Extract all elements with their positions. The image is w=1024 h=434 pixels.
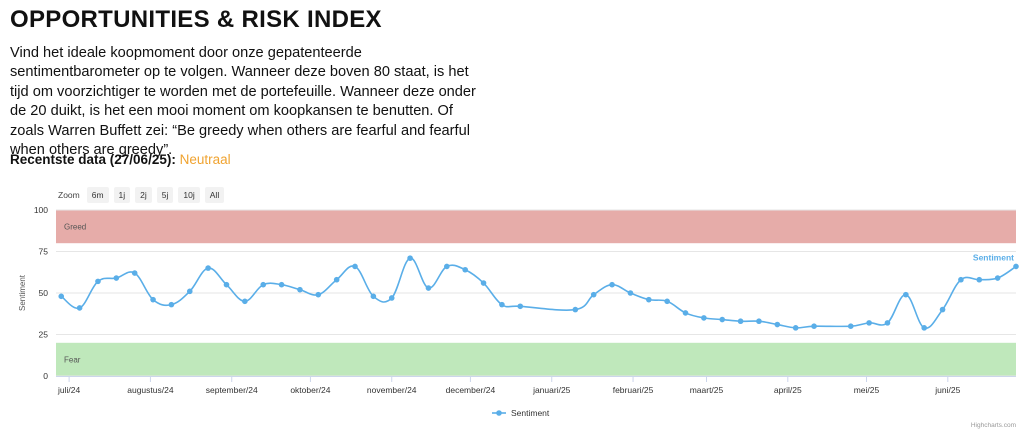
data-point: [278, 281, 285, 288]
data-point: [95, 278, 101, 285]
data-point: [847, 323, 854, 330]
data-point: [517, 303, 524, 310]
data-point: [444, 263, 450, 270]
zoom-button-6m[interactable]: 6m: [86, 186, 109, 203]
data-point: [131, 270, 138, 276]
data-point: [645, 296, 652, 303]
x-tick-label: maart/25: [690, 385, 724, 395]
recent-data: Recentste data (27/06/25): Neutraal: [10, 152, 231, 167]
band-greed: [56, 210, 1016, 244]
y-tick-label: 50: [39, 288, 49, 298]
data-point: [994, 275, 1001, 281]
data-point: [297, 286, 303, 293]
data-point: [480, 280, 487, 286]
y-tick-label: 0: [43, 371, 48, 381]
y-tick-label: 100: [34, 205, 48, 215]
data-point: [976, 276, 983, 283]
data-point: [866, 320, 872, 326]
data-point: [205, 265, 211, 271]
x-tick-label: augustus/24: [127, 385, 174, 395]
data-point: [150, 296, 156, 303]
x-tick-label: september/24: [206, 385, 258, 395]
data-point: [186, 288, 193, 295]
x-tick-label: november/24: [367, 385, 417, 395]
band-label-fear: Fear: [64, 355, 81, 364]
legend-marker: [496, 410, 502, 416]
data-point: [388, 295, 395, 301]
data-point: [572, 306, 579, 313]
y-tick-label: 75: [39, 247, 49, 257]
data-point: [939, 306, 946, 313]
data-point: [76, 305, 83, 311]
x-tick-label: juli/24: [57, 385, 80, 395]
data-point: [370, 293, 377, 300]
x-tick-label: mei/25: [854, 385, 880, 395]
series-end-label: Sentiment: [973, 252, 1014, 262]
data-point: [682, 310, 689, 316]
data-point: [921, 325, 927, 331]
data-point: [719, 316, 726, 323]
data-point: [352, 263, 358, 270]
data-point: [609, 281, 615, 288]
highcharts-credit[interactable]: Highcharts.com: [970, 422, 1016, 429]
data-point: [223, 281, 230, 288]
data-point: [499, 301, 505, 308]
zoom-button-2j[interactable]: 2j: [135, 186, 152, 203]
y-tick-label: 25: [39, 330, 49, 340]
data-point: [407, 255, 413, 261]
zoom-button-all[interactable]: All: [204, 186, 225, 203]
data-point: [958, 276, 964, 283]
zoom-button-5j[interactable]: 5j: [156, 186, 174, 203]
legend-item-sentiment[interactable]: Sentiment: [511, 408, 550, 418]
data-point: [664, 298, 670, 305]
data-point: [811, 323, 817, 330]
data-point: [590, 291, 597, 298]
data-point: [774, 321, 781, 328]
intro-text: Vind het ideale koopmoment door onze gep…: [10, 45, 476, 159]
zoom-bar: Zoom 6m 1j 2j 5j 10j All: [58, 186, 225, 203]
data-point: [260, 281, 267, 288]
x-tick-label: januari/25: [532, 385, 571, 395]
x-tick-label: oktober/24: [290, 385, 330, 395]
recent-data-label: Recentste data (27/06/25):: [10, 152, 176, 167]
data-point: [168, 301, 175, 308]
data-point: [58, 293, 65, 300]
data-point: [792, 325, 799, 331]
data-point: [462, 266, 468, 273]
x-tick-label: februari/25: [613, 385, 654, 395]
data-point: [333, 276, 340, 283]
y-axis-title: Sentiment: [18, 274, 27, 311]
x-tick-label: april/25: [774, 385, 802, 395]
x-tick-label: juni/25: [934, 385, 960, 395]
band-fear: [56, 342, 1016, 376]
zoom-label: Zoom: [58, 189, 80, 200]
zoom-button-10j[interactable]: 10j: [178, 186, 200, 203]
zoom-button-1j[interactable]: 1j: [113, 186, 131, 203]
data-point: [425, 285, 432, 291]
data-point: [756, 318, 762, 325]
page-title: OPPORTUNITIES & RISK INDEX: [10, 6, 382, 33]
x-tick-label: december/24: [446, 385, 496, 395]
recent-data-value: Neutraal: [179, 152, 231, 167]
data-point: [737, 318, 744, 325]
data-point: [627, 290, 634, 296]
data-point: [884, 320, 891, 326]
data-point: [1013, 263, 1019, 270]
data-point: [903, 291, 909, 298]
band-label-greed: Greed: [64, 223, 86, 232]
data-point: [113, 275, 120, 281]
data-point: [242, 298, 248, 305]
data-point: [315, 291, 322, 298]
data-point: [701, 315, 707, 321]
